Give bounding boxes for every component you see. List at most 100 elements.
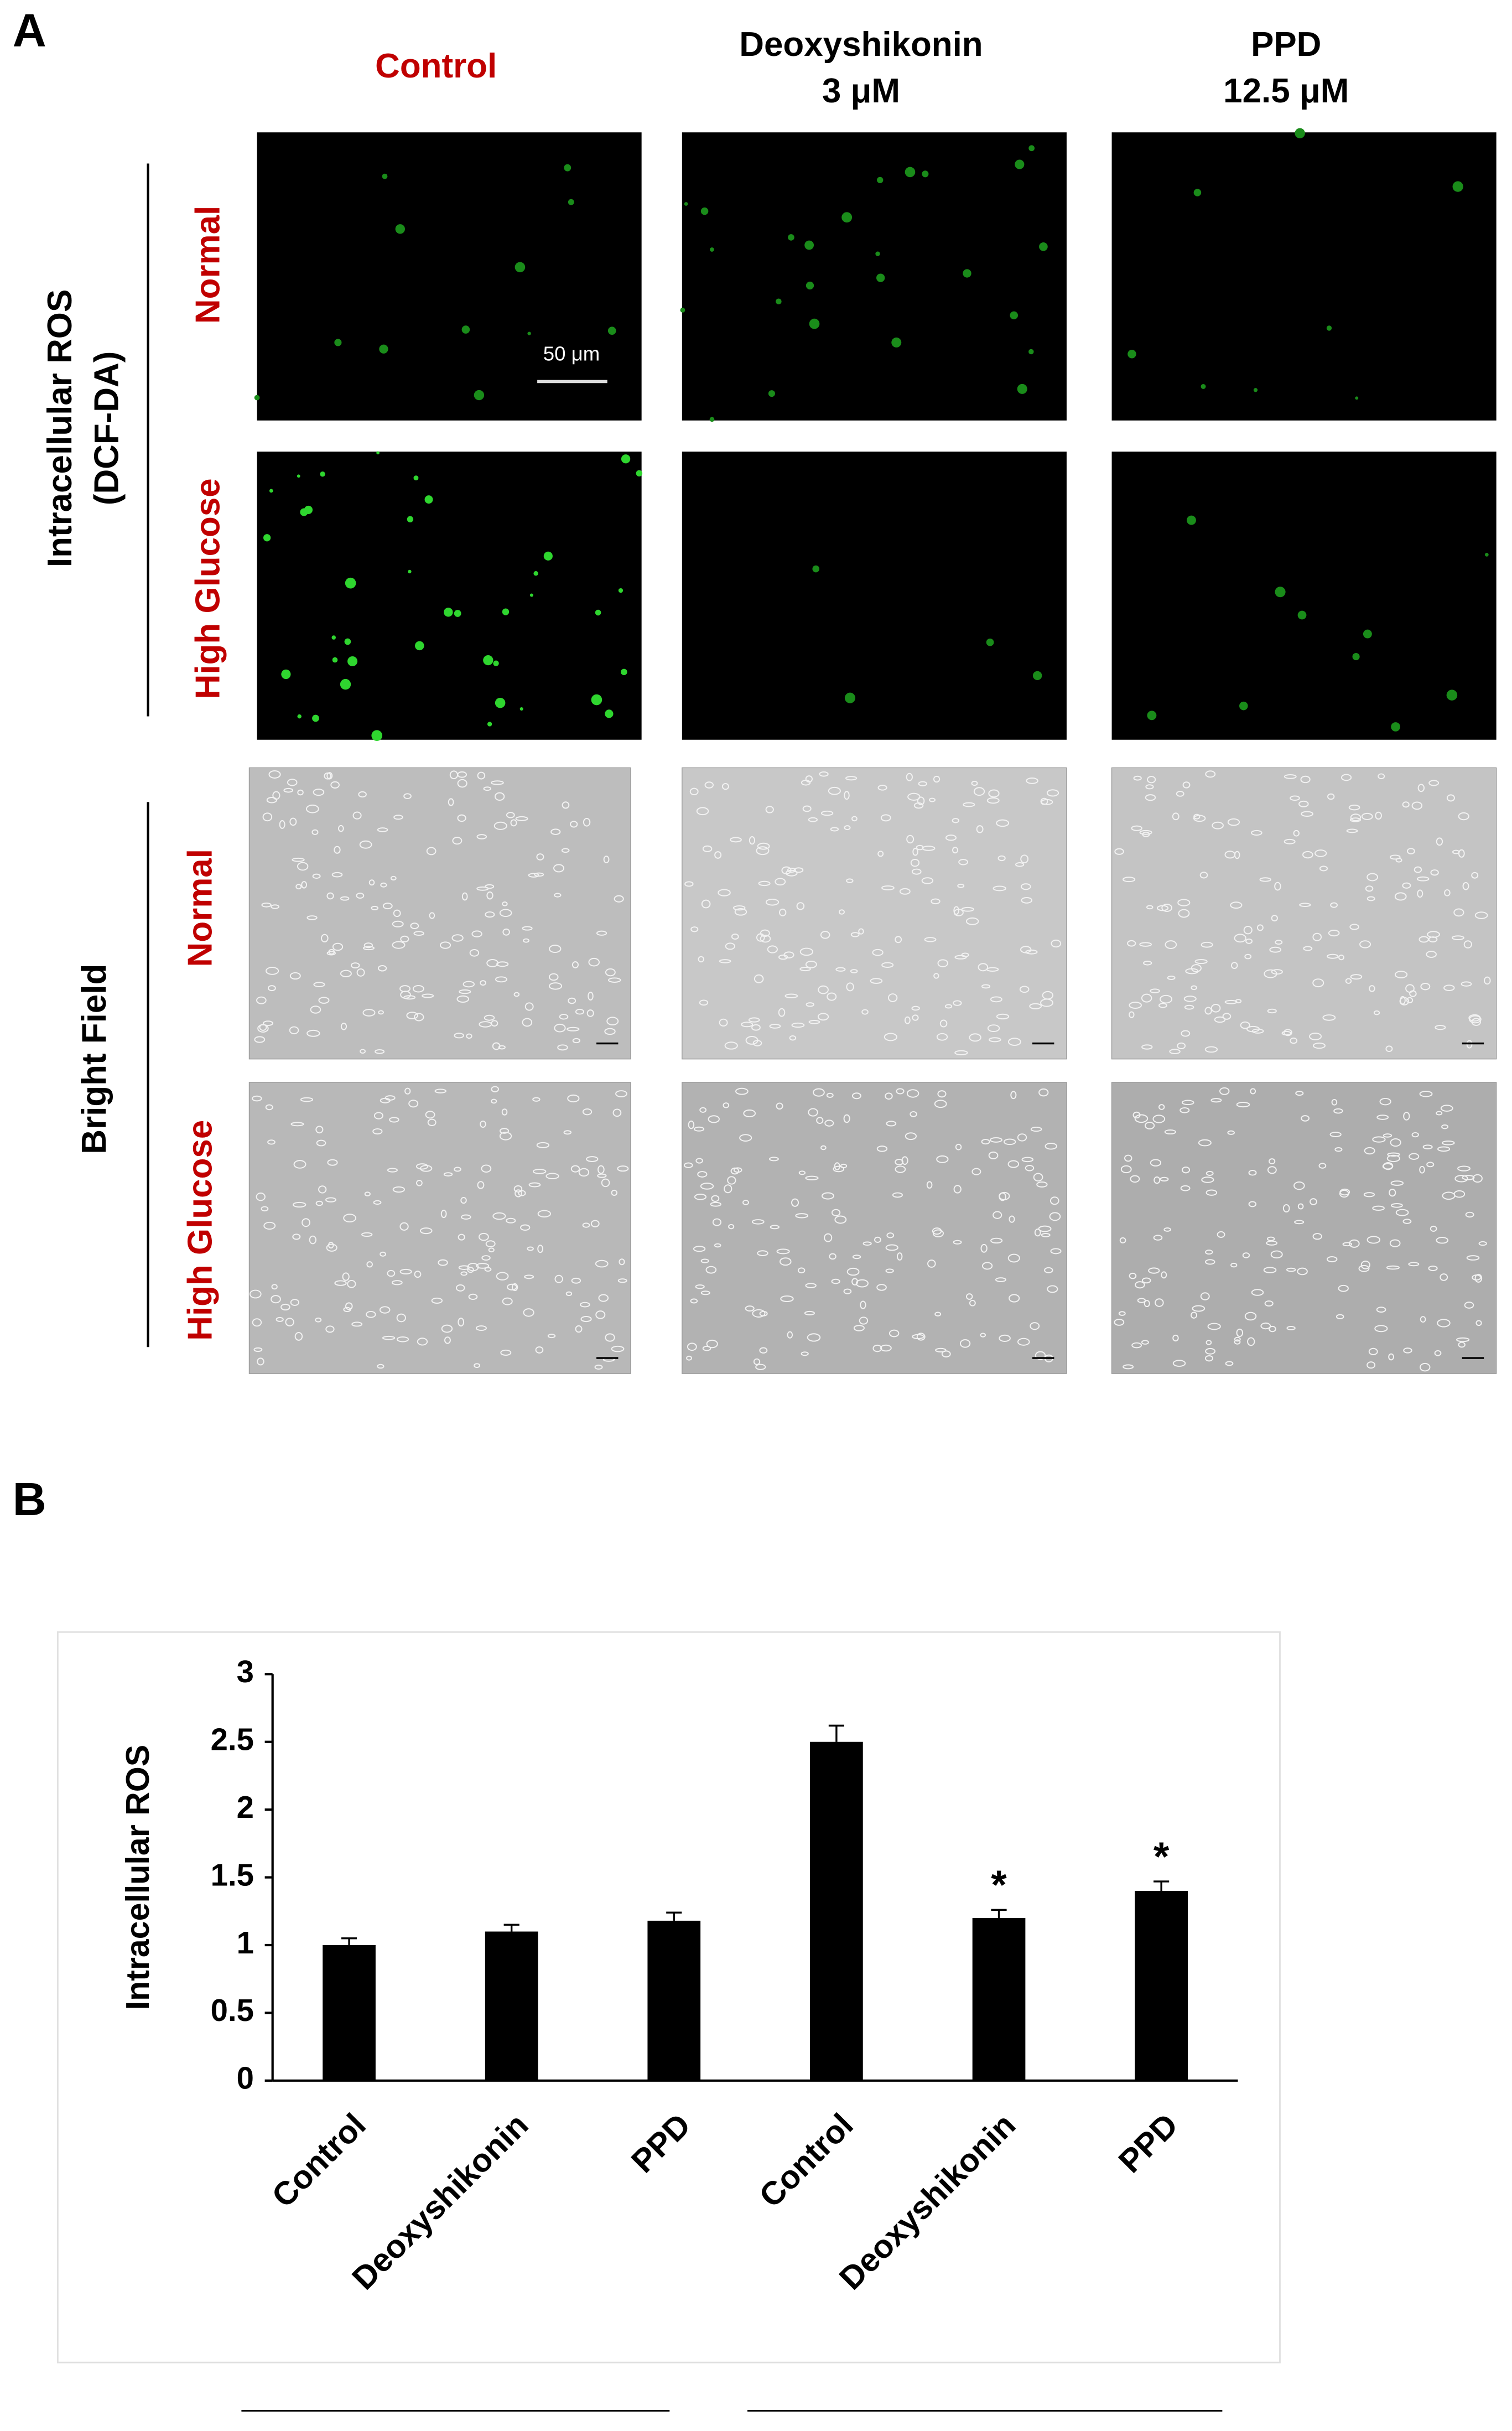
cell [965,917,979,925]
cell [1029,1003,1042,1009]
cell [549,945,562,953]
cell [1135,1281,1145,1289]
cell-dot [844,692,856,703]
cell [1182,781,1191,789]
cell [1206,1170,1214,1176]
cell [1269,1325,1276,1333]
cell [1402,801,1410,808]
cell [689,787,699,796]
cell [1385,1045,1393,1053]
cell [834,1215,847,1224]
micrograph [1111,452,1497,740]
y-tick-label: 2 [237,1790,254,1824]
cell [821,1192,834,1200]
cell-dot [297,474,300,478]
cell [1368,1347,1378,1355]
cell [1235,999,1242,1004]
cell [283,787,294,793]
cell [263,1221,276,1230]
cell [554,1274,563,1283]
cell [694,1194,707,1200]
cell [1309,1032,1322,1040]
cell [1178,909,1190,918]
cell [941,1350,951,1358]
cell [611,1189,618,1196]
cell [496,961,509,967]
cell [481,1255,491,1261]
cell [808,817,818,822]
cell [719,1018,728,1027]
cell [1132,1111,1141,1119]
cell [1204,1046,1218,1053]
cell [266,796,277,804]
cell [999,1191,1010,1200]
cell [325,1325,335,1333]
cell [580,1316,592,1323]
cell [1017,1338,1030,1346]
cell [415,1180,423,1186]
cell [347,1279,356,1288]
cell [751,1024,761,1031]
micrograph [682,1082,1067,1374]
cell [778,1008,786,1017]
cell [454,1167,461,1172]
cell-dot [1275,587,1286,598]
cell-dot [905,167,916,178]
cell [359,840,372,849]
cell [1025,949,1038,955]
cell [1310,1198,1317,1205]
cell [1319,865,1328,872]
cell [559,1014,569,1020]
cell [1114,848,1124,855]
cell [1299,903,1311,907]
cell [1144,1122,1155,1129]
cell [993,1211,1002,1219]
cell [1286,1326,1296,1330]
cell [995,1277,1006,1282]
cell [444,1336,451,1344]
cell [978,963,989,972]
cell [396,1336,409,1343]
cell [320,934,329,942]
cell [1300,775,1311,784]
cell [1339,1188,1350,1196]
cell [607,977,621,983]
cell [457,771,467,778]
row-label: High Glucose [189,478,227,699]
cell [739,1134,752,1142]
cell [458,1318,465,1327]
cell [611,1345,625,1352]
cell [1463,940,1472,948]
cell [799,947,814,956]
cell [597,1165,605,1174]
cell [806,1002,814,1007]
cell [372,1128,383,1135]
cell [831,1209,841,1216]
cell [793,867,804,873]
cell [1191,1312,1198,1319]
cell [1167,975,1176,980]
cell [1198,1139,1212,1147]
cell [480,1120,486,1128]
row-label: Normal [189,206,227,324]
cell [1222,1013,1232,1020]
cell [1419,1165,1425,1174]
cell [523,938,529,943]
micrograph [682,767,1067,1060]
cell [500,1349,512,1356]
cell-dot [621,454,631,464]
cell [1436,1111,1443,1116]
cell [391,1280,403,1286]
cell [289,972,301,980]
cell [1387,1152,1400,1157]
cell [313,789,325,796]
cell [1210,1098,1222,1103]
cell [935,1347,947,1352]
cell [554,893,562,898]
cell [368,879,375,886]
cell [1038,1088,1049,1097]
cell [936,1155,949,1163]
cell [1204,1355,1214,1362]
cell [1390,1180,1404,1186]
cell [1295,1091,1304,1096]
